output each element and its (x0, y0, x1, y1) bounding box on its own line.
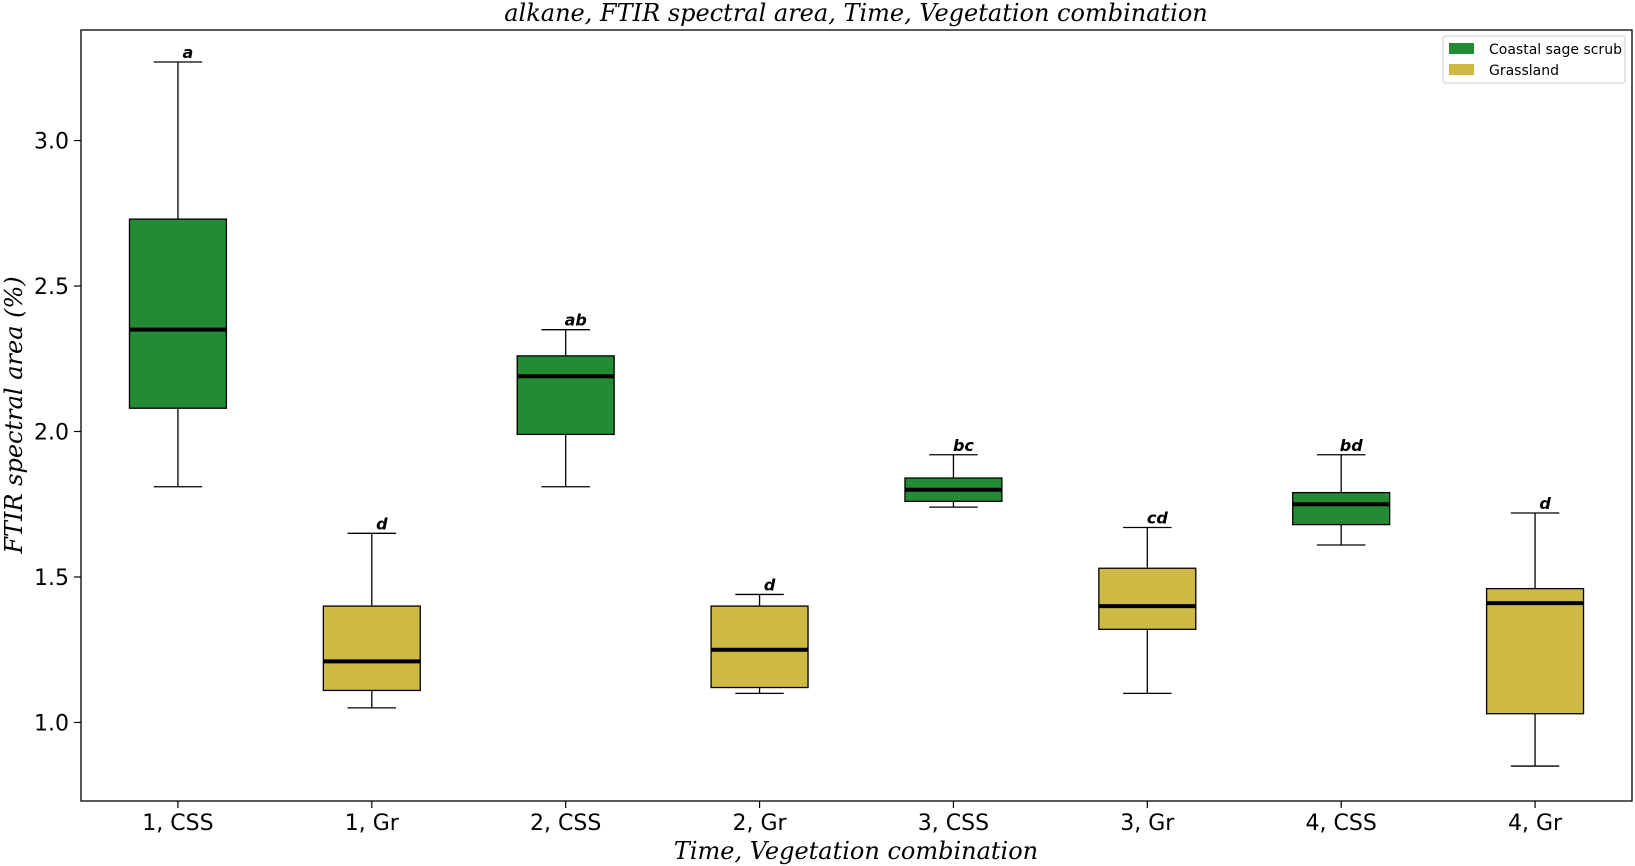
y-tick-label: 3.0 (34, 130, 69, 155)
iqr-box (128, 218, 228, 409)
y-tick-label: 1.0 (34, 711, 69, 736)
legend-swatch-grassland (1449, 64, 1474, 75)
x-tick-label: 1, CSS (142, 811, 213, 836)
box-2-css: ab (516, 311, 615, 488)
iqr-box (1098, 567, 1197, 630)
y-axis: 1.0 1.5 2.0 2.5 3.0 (34, 130, 81, 736)
significance-letter: bd (1340, 436, 1363, 455)
y-tick-label: 1.5 (34, 566, 69, 591)
x-tick-label: 4, CSS (1306, 811, 1377, 836)
iqr-box (710, 605, 809, 689)
box-4-gr: d (1485, 494, 1585, 767)
box-group: a d ab d bc cd bd d (128, 43, 1585, 767)
chart-title: alkane, FTIR spectral area, Time, Vegeta… (504, 0, 1208, 27)
x-axis: 1, CSS 1, Gr 2, CSS 2, Gr 3, CSS 3, Gr 4, CSS 4… (142, 801, 1563, 836)
box-3-css: bc (904, 436, 1003, 508)
x-tick-label: 2, CSS (530, 811, 601, 836)
x-tick-label: 3, Gr (1120, 811, 1175, 836)
significance-letter: a (183, 43, 194, 62)
x-tick-label: 2, Gr (733, 811, 788, 836)
significance-letter: ab (565, 311, 587, 330)
legend-label-coastal-sage-scrub: Coastal sage scrub (1489, 42, 1622, 58)
significance-letter: cd (1147, 509, 1168, 528)
iqr-box (1292, 491, 1391, 526)
iqr-box (322, 605, 421, 692)
legend: Coastal sage scrub Grassland (1442, 35, 1626, 84)
y-axis-label: FTIR spectral area (%) (0, 276, 28, 554)
box-1-gr: d (322, 514, 421, 709)
legend-label-grassland: Grassland (1489, 63, 1559, 79)
box-2-gr: d (710, 575, 809, 695)
x-tick-label: 4, Gr (1508, 811, 1563, 836)
x-axis-label: Time, Vegetation combination (674, 837, 1038, 865)
significance-letter: bc (953, 436, 974, 455)
significance-letter: d (376, 514, 388, 533)
legend-swatch-coastal-sage-scrub (1449, 43, 1474, 54)
plot-area-frame (80, 29, 1633, 802)
box-1-css: a (128, 43, 228, 488)
y-tick-label: 2.0 (34, 421, 69, 446)
y-tick-label: 2.5 (34, 275, 69, 300)
significance-letter: d (764, 575, 776, 594)
x-tick-label: 3, CSS (918, 811, 989, 836)
iqr-box (516, 355, 615, 436)
x-tick-label: 1, Gr (345, 811, 400, 836)
significance-letter: d (1539, 494, 1551, 513)
box-3-gr: cd (1098, 509, 1197, 695)
box-4-css: bd (1292, 436, 1391, 546)
iqr-box (1485, 587, 1585, 715)
legend-frame (1442, 35, 1626, 84)
